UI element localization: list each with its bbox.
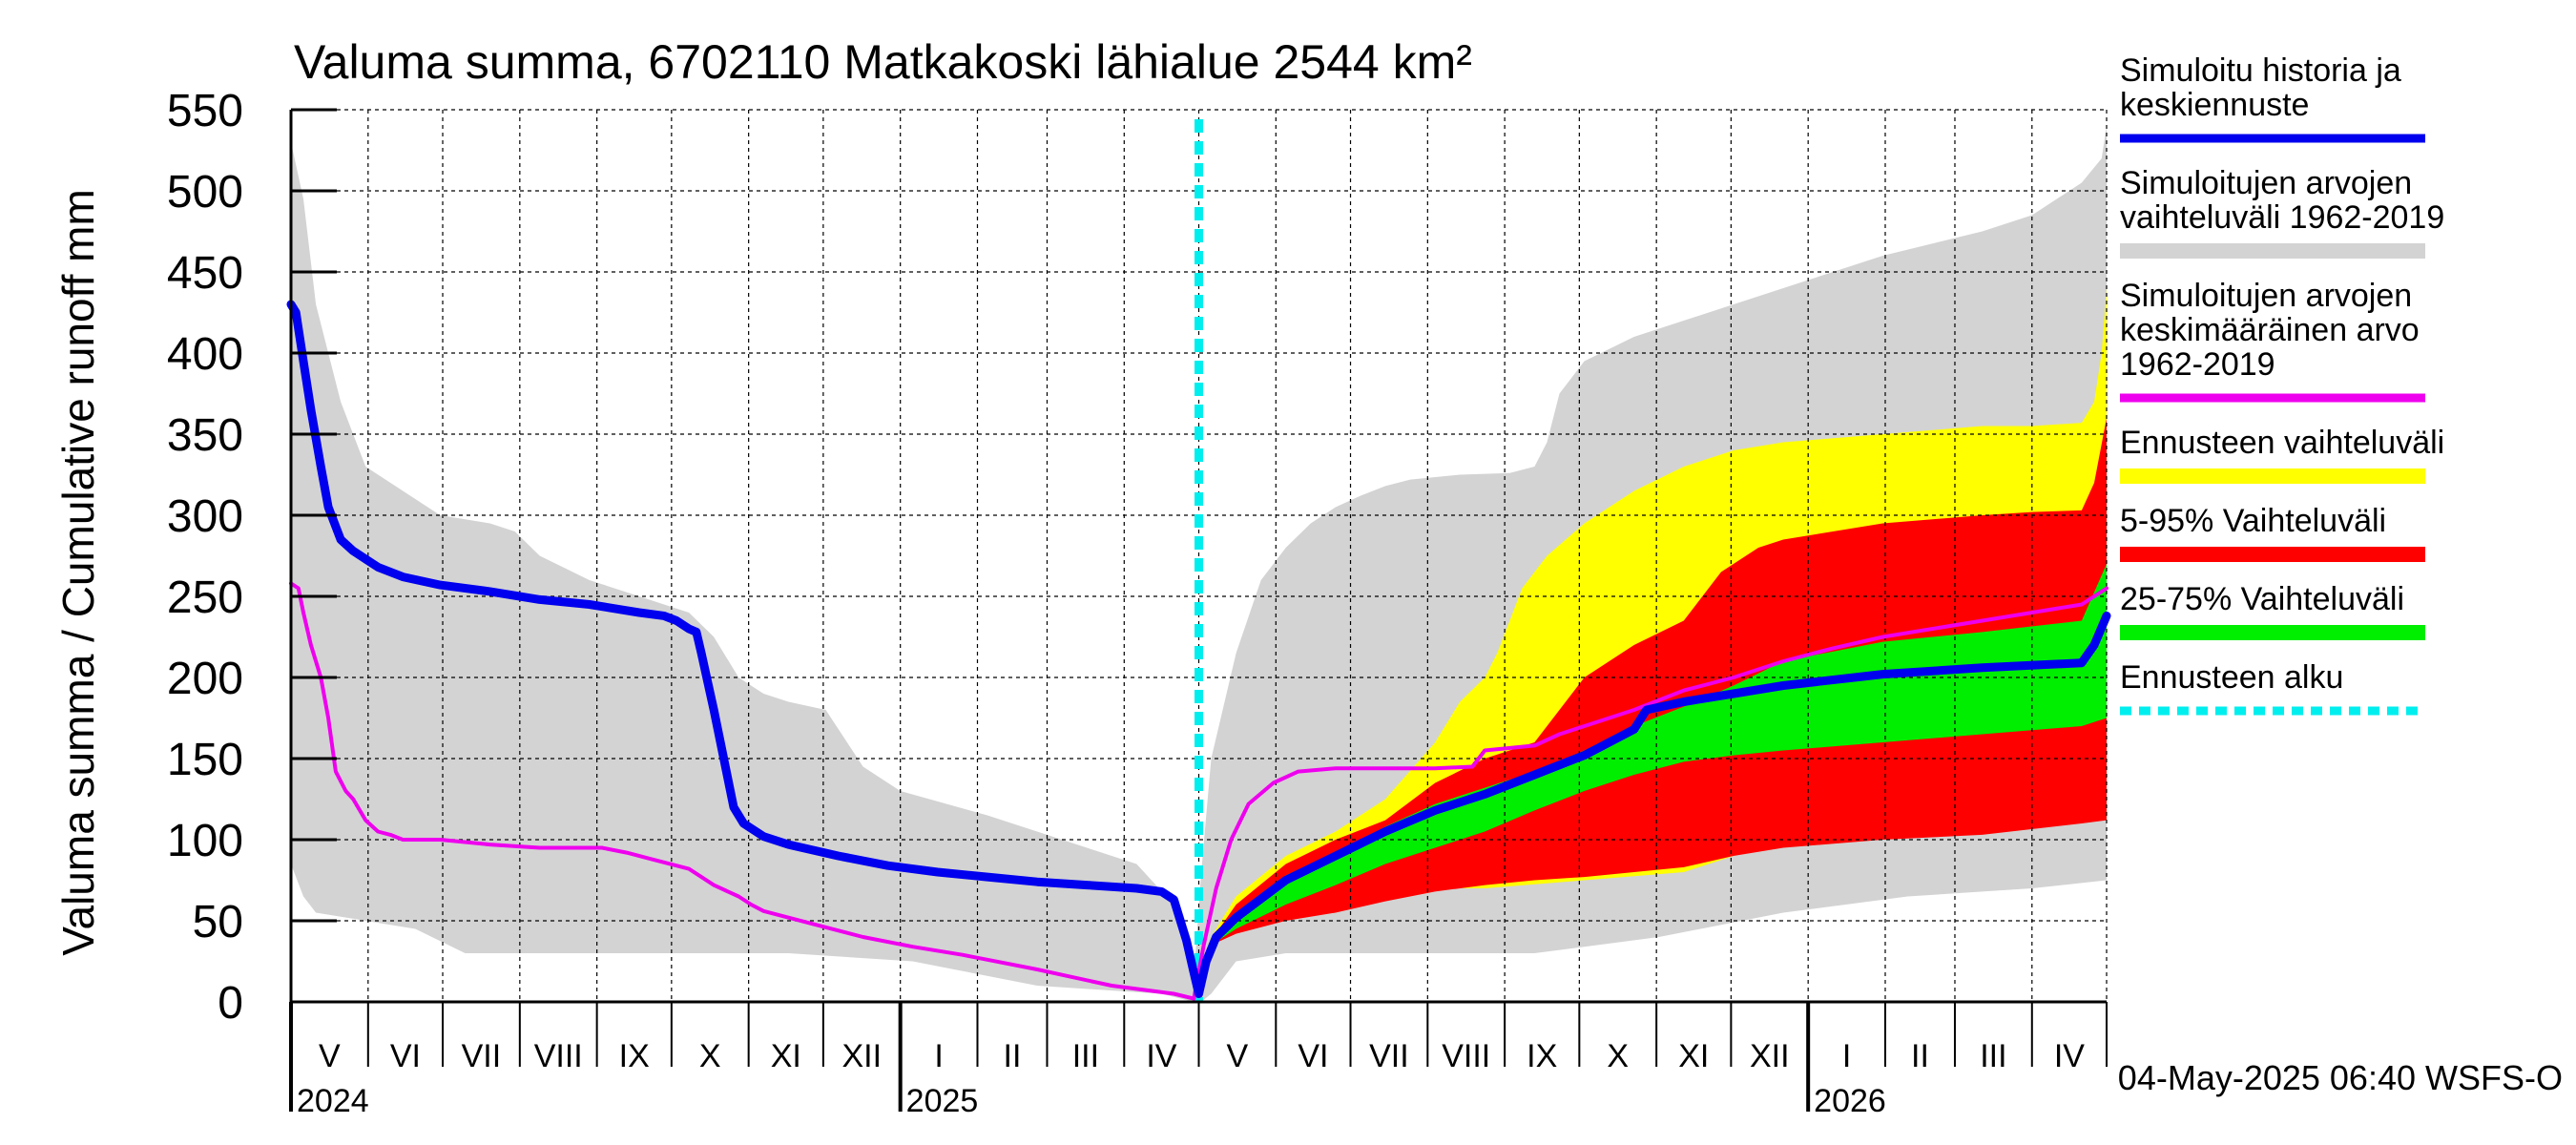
- legend-label-0-1: keskiennuste: [2120, 87, 2309, 123]
- plot-grid: [291, 109, 2108, 1002]
- legend-label-1-1: vaihteluväli 1962-2019: [2120, 199, 2444, 236]
- month-label-9: II: [1004, 1038, 1022, 1074]
- y-tick-label-400: 400: [167, 329, 243, 380]
- month-label-21: II: [1911, 1038, 1929, 1074]
- month-label-22: III: [1980, 1038, 2006, 1074]
- legend-label-6-0: Ennusteen alku: [2120, 659, 2343, 696]
- month-label-12: V: [1227, 1038, 1249, 1074]
- month-label-15: VIII: [1442, 1038, 1490, 1074]
- year-label-1: 2025: [906, 1083, 979, 1119]
- y-tick-label-50: 50: [193, 897, 243, 947]
- month-label-0: V: [319, 1038, 341, 1074]
- month-label-6: XI: [771, 1038, 801, 1074]
- month-label-2: VII: [462, 1038, 502, 1074]
- legend-label-4-0: 5-95% Vaihteluväli: [2120, 503, 2386, 539]
- y-tick-label-0: 0: [218, 978, 243, 1029]
- y-tick-label-200: 200: [167, 654, 243, 704]
- month-label-7: XII: [841, 1038, 882, 1074]
- plot-bands: [291, 126, 2107, 1002]
- month-label-20: I: [1842, 1038, 1851, 1074]
- y-tick-label-300: 300: [167, 491, 243, 542]
- y-tick-label-150: 150: [167, 735, 243, 785]
- month-label-10: III: [1072, 1038, 1099, 1074]
- legend-label-0-0: Simuloitu historia ja: [2120, 52, 2401, 89]
- y-tick-label-250: 250: [167, 572, 243, 623]
- month-label-4: IX: [619, 1038, 650, 1074]
- legend-label-3-0: Ennusteen vaihteluväli: [2120, 425, 2444, 461]
- legend-label-2-0: Simuloitujen arvojen: [2120, 278, 2412, 314]
- year-label-2: 2026: [1814, 1083, 1886, 1119]
- month-label-5: X: [699, 1038, 721, 1074]
- chart-title: Valuma summa, 6702110 Matkakoski lähialu…: [294, 35, 1472, 89]
- legend-label-2-1: keskimääräinen arvo: [2120, 312, 2420, 348]
- month-label-8: I: [934, 1038, 943, 1074]
- month-label-3: VIII: [534, 1038, 583, 1074]
- month-label-13: VI: [1298, 1038, 1328, 1074]
- month-label-19: XII: [1750, 1038, 1790, 1074]
- month-label-1: VI: [390, 1038, 421, 1074]
- y-tick-label-100: 100: [167, 816, 243, 866]
- series-line-1: [286, 300, 2111, 998]
- month-label-17: X: [1607, 1038, 1629, 1074]
- series-line-0: [289, 581, 2109, 1001]
- y-tick-label-550: 550: [167, 86, 243, 136]
- month-label-16: IX: [1527, 1038, 1557, 1074]
- y-tick-label-350: 350: [167, 410, 243, 461]
- timestamp: 04-May-2025 06:40 WSFS-O: [2118, 1058, 2563, 1097]
- y-tick-label-450: 450: [167, 248, 243, 299]
- plot-lines: [286, 300, 2111, 1001]
- month-label-18: XI: [1678, 1038, 1709, 1074]
- month-label-23: IV: [2054, 1038, 2085, 1074]
- legend-label-1-0: Simuloitujen arvojen: [2120, 165, 2412, 201]
- y-axis-label: Valuma summa / Cumulative runoff mm: [53, 189, 103, 956]
- year-label-0: 2024: [297, 1083, 369, 1119]
- legend-label-2-2: 1962-2019: [2120, 346, 2275, 383]
- band-3: [1198, 564, 2107, 969]
- month-label-14: VII: [1369, 1038, 1409, 1074]
- month-label-11: IV: [1146, 1038, 1176, 1074]
- y-tick-label-500: 500: [167, 167, 243, 218]
- legend-label-5-0: 25-75% Vaihteluväli: [2120, 581, 2404, 617]
